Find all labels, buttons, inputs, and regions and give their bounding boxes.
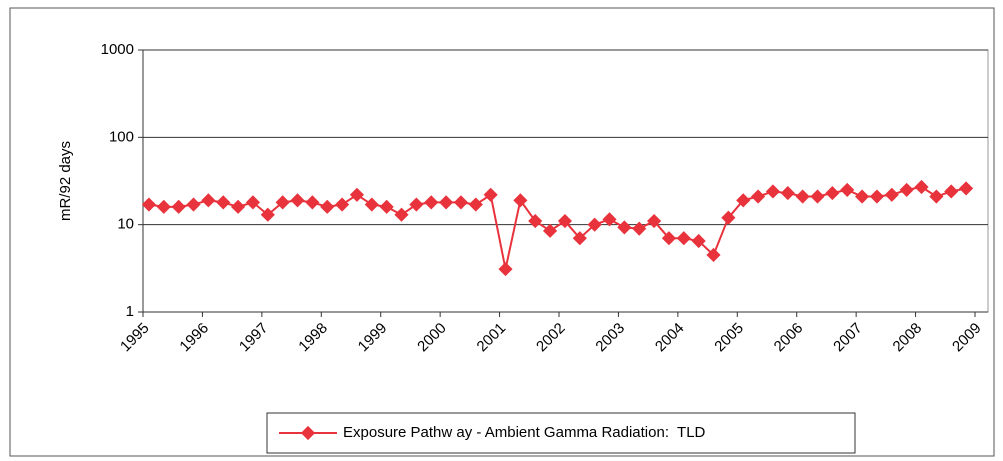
data-point [557,213,573,229]
data-point [513,193,528,208]
data-point [661,231,677,246]
data-point [721,210,736,225]
data-point [795,189,810,204]
data-point [840,182,855,197]
data-point [231,199,246,214]
data-point [483,187,498,202]
data-point [647,213,662,229]
data-point [959,181,974,196]
legend-label: Exposure Pathw ay - Ambient Gamma Radiat… [343,424,706,441]
data-point [260,207,275,222]
data-point [751,189,766,204]
data-point [409,197,424,212]
data-point [543,223,558,238]
data-point [424,195,439,210]
data-point [245,195,261,210]
data-point [468,197,483,212]
data-point [736,193,751,208]
data-point [884,187,899,202]
data-point [320,199,335,214]
data-point [141,197,157,212]
data-point [186,197,201,212]
data-point [810,189,825,204]
data-point [914,179,929,195]
data-point [632,221,647,236]
plot-area [142,49,989,313]
data-point [275,195,290,210]
data-point [201,193,216,208]
data-point [364,197,379,212]
data-point [290,193,305,208]
data-point [379,199,394,214]
data-point [899,182,914,197]
data-point [691,233,706,249]
data-point [305,195,320,210]
data-point [335,197,350,212]
data-point [602,212,617,227]
data-point [349,187,365,202]
data-point [498,262,513,277]
y-axis-label: mR/92 days [57,141,74,221]
y-tick-label: 1 [126,303,134,320]
data-point [216,195,231,210]
data-point [394,207,409,222]
data-point [765,184,781,199]
data-point [439,195,454,210]
data-point [944,184,959,199]
data-point [855,189,870,204]
data-point [617,220,632,235]
data-point [171,199,186,214]
y-tick-label: 100 [109,128,134,145]
data-point [676,231,691,246]
data-point [929,189,944,204]
data-point [780,186,795,201]
y-tick-label: 1000 [101,41,134,58]
data-point [706,247,721,263]
data-point [869,189,885,204]
data-point [587,217,602,232]
data-point [156,199,171,214]
y-tick-label: 10 [117,216,134,233]
legend-box [266,412,856,454]
data-point [825,186,840,201]
data-point [528,213,543,229]
data-point [572,231,587,246]
data-point [453,195,469,210]
legend-marker [300,425,316,441]
